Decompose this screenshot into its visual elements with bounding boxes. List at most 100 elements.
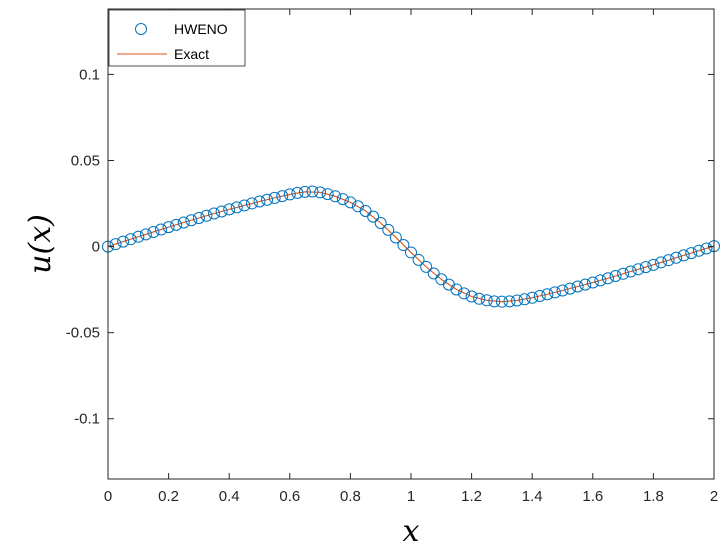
hweno-point [117,235,130,248]
hweno-point [564,282,577,295]
x-tick-label: 0.8 [340,488,361,505]
hweno-point [526,291,539,304]
hweno-point [177,216,190,229]
hweno-point [374,217,387,229]
hweno-point [306,185,319,198]
hweno-point [276,190,289,203]
hweno-point [488,295,501,308]
hweno-point [329,190,342,203]
hweno-point [314,186,327,199]
x-tick-label: 1.4 [522,488,543,505]
x-tick-label: 2 [710,488,718,505]
hweno-point [465,290,478,303]
hweno-point [571,280,584,293]
y-tick-label: 0.1 [79,66,100,83]
hweno-point [594,274,607,287]
x-axis-ticks: 0 0.2 0.4 0.6 0.8 1 1.2 1.4 1.6 1.8 2 [104,9,718,505]
hweno-point [556,284,569,297]
hweno-point [185,214,198,227]
legend-hweno-marker [135,23,147,35]
hweno-point [586,276,599,289]
hweno-point [291,186,304,199]
legend-box [108,9,246,67]
hweno-point [109,238,122,251]
hweno-point [647,258,660,271]
hweno-point [662,254,675,267]
hweno-point [155,223,168,236]
hweno-point [670,251,683,264]
hweno-point [511,294,524,307]
hweno-point [208,207,221,220]
hweno-point [412,253,425,266]
y-axis-ticks: 0.1 0.05 0 -0.05 -0.1 [66,66,714,428]
x-tick-label: 1.2 [461,488,482,505]
hweno-point [700,242,713,255]
hweno-point [548,286,561,299]
hweno-point [132,230,145,243]
hweno-point [192,212,205,224]
plot-area [108,9,714,479]
hweno-point [200,209,213,222]
series-layer [102,185,720,308]
hweno-point [624,265,637,278]
hweno-point [427,267,440,280]
hweno-point [283,188,296,201]
hweno-point [480,294,493,307]
hweno-point [609,270,622,283]
x-tick-label: 1 [407,488,415,505]
hweno-point [654,256,667,269]
hweno-point [321,188,334,201]
legend: HWENO Exact [108,9,246,67]
hweno-point [238,199,251,212]
x-axis-label: x [403,514,420,544]
hweno-point [503,295,516,308]
hweno-point [579,278,592,291]
hweno-point [253,195,266,208]
hweno-point [261,193,274,206]
hweno-point [162,221,175,234]
y-tick-label: -0.05 [66,325,100,342]
hweno-point [336,193,349,206]
hweno-point [677,249,690,262]
hweno-point [359,204,372,217]
y-tick-label: 0.05 [71,153,100,170]
hweno-point [495,295,508,308]
hweno-point [147,225,160,238]
hweno-point [420,260,433,273]
hweno-point [685,247,698,260]
hweno-point [245,197,258,210]
hweno-point [268,191,281,204]
legend-hweno-label: HWENO [174,21,228,37]
hweno-point [367,210,380,223]
x-tick-label: 0.2 [158,488,179,505]
hweno-point [397,239,410,252]
hweno-point [518,293,531,306]
y-tick-label: -0.1 [74,411,100,428]
hweno-point [124,233,137,246]
hweno-point [298,185,311,198]
hweno-point [230,201,243,214]
x-tick-label: 0.4 [219,488,240,505]
legend-exact-label: Exact [174,46,209,62]
hweno-point [450,283,463,296]
hweno-point [533,289,546,302]
hweno-point [639,261,652,274]
hweno-point [170,218,183,231]
hweno-point [139,228,152,241]
hweno-point [458,287,471,300]
hweno-point [223,203,236,216]
hweno-point [617,267,630,280]
x-tick-label: 1.8 [643,488,664,505]
x-tick-label: 0.6 [279,488,300,505]
hweno-point [541,288,554,301]
hweno-point [473,292,486,305]
x-tick-label: 0 [104,488,112,505]
hweno-point [382,223,395,236]
hweno-point [632,263,645,276]
hweno-point [601,272,614,285]
hweno-point [692,244,705,257]
hweno-point [405,246,417,259]
hweno-point [389,231,402,244]
y-tick-label: 0 [92,239,100,256]
y-axis-label: u(x) [23,214,58,274]
